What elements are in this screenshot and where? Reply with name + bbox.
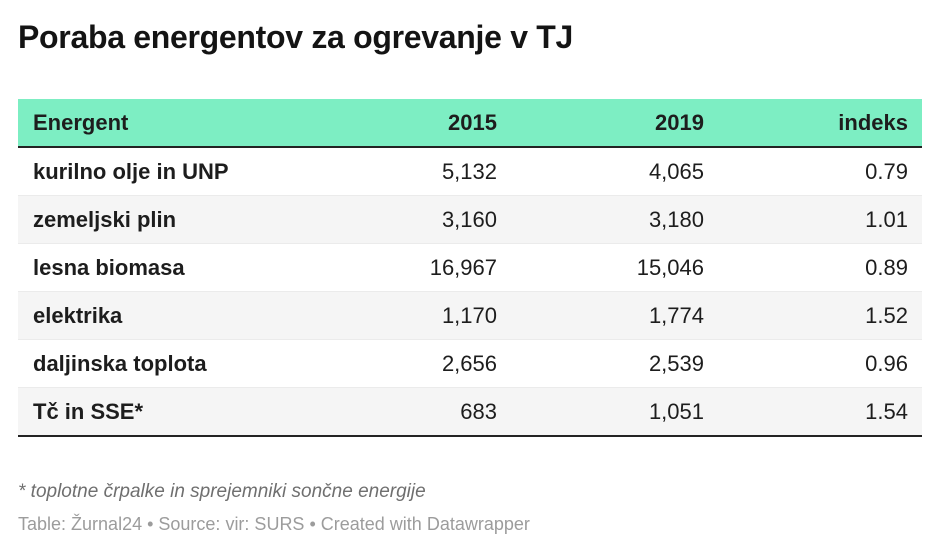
cell-energent: zemeljski plin [18, 195, 304, 244]
table-row: kurilno olje in UNP 5,132 4,065 0.79 [18, 147, 922, 196]
attribution-separator: • Source: [142, 514, 226, 534]
header-row: Energent 2015 2019 indeks [18, 99, 922, 148]
chart-title: Poraba energentov za ogrevanje v TJ [18, 19, 574, 55]
column-header-energent: Energent [18, 99, 304, 148]
cell-energent: lesna biomasa [18, 243, 304, 292]
cell-2015: 2,656 [304, 339, 511, 388]
cell-2019: 1,774 [511, 291, 718, 340]
datawrapper-link[interactable]: Created with Datawrapper [320, 514, 530, 534]
table-row: lesna biomasa 16,967 15,046 0.89 [18, 243, 922, 292]
attribution-separator: • [304, 514, 321, 534]
table-row: zemeljski plin 3,160 3,180 1.01 [18, 195, 922, 244]
table-row: elektrika 1,170 1,774 1.52 [18, 291, 922, 340]
cell-energent: Tč in SSE* [18, 387, 304, 437]
cell-energent: elektrika [18, 291, 304, 340]
table-row: Tč in SSE* 683 1,051 1.54 [18, 387, 922, 437]
cell-indeks: 0.89 [718, 243, 922, 292]
cell-2015: 683 [304, 387, 511, 437]
cell-indeks: 1.01 [718, 195, 922, 244]
column-header-indeks: indeks [718, 99, 922, 148]
column-header-2019: 2019 [511, 99, 718, 148]
table-header: Energent 2015 2019 indeks [18, 99, 922, 148]
cell-indeks: 0.96 [718, 339, 922, 388]
column-header-2015: 2015 [304, 99, 511, 148]
attribution-prefix: Table: [18, 514, 72, 534]
cell-2019: 15,046 [511, 243, 718, 292]
cell-2015: 3,160 [304, 195, 511, 244]
cell-indeks: 0.79 [718, 147, 922, 196]
cell-indeks: 1.52 [718, 291, 922, 340]
source-link[interactable]: vir: SURS [225, 514, 305, 534]
cell-2019: 1,051 [511, 387, 718, 437]
table-body: kurilno olje in UNP 5,132 4,065 0.79 zem… [18, 147, 922, 437]
cell-2019: 4,065 [511, 147, 718, 196]
cell-indeks: 1.54 [718, 387, 922, 437]
table-footnote: * toplotne črpalke in sprejemniki sončne… [18, 481, 426, 502]
cell-2015: 5,132 [304, 147, 511, 196]
table-row: daljinska toplota 2,656 2,539 0.96 [18, 339, 922, 388]
cell-2015: 1,170 [304, 291, 511, 340]
attribution-line: Table: Žurnal24 • Source: vir: SURS • Cr… [18, 514, 530, 535]
byline-link[interactable]: Žurnal24 [71, 514, 143, 534]
cell-2015: 16,967 [304, 243, 511, 292]
cell-energent: kurilno olje in UNP [18, 147, 304, 196]
cell-2019: 3,180 [511, 195, 718, 244]
cell-2019: 2,539 [511, 339, 718, 388]
cell-energent: daljinska toplota [18, 339, 304, 388]
energy-consumption-table: Energent 2015 2019 indeks kurilno olje i… [18, 99, 922, 437]
